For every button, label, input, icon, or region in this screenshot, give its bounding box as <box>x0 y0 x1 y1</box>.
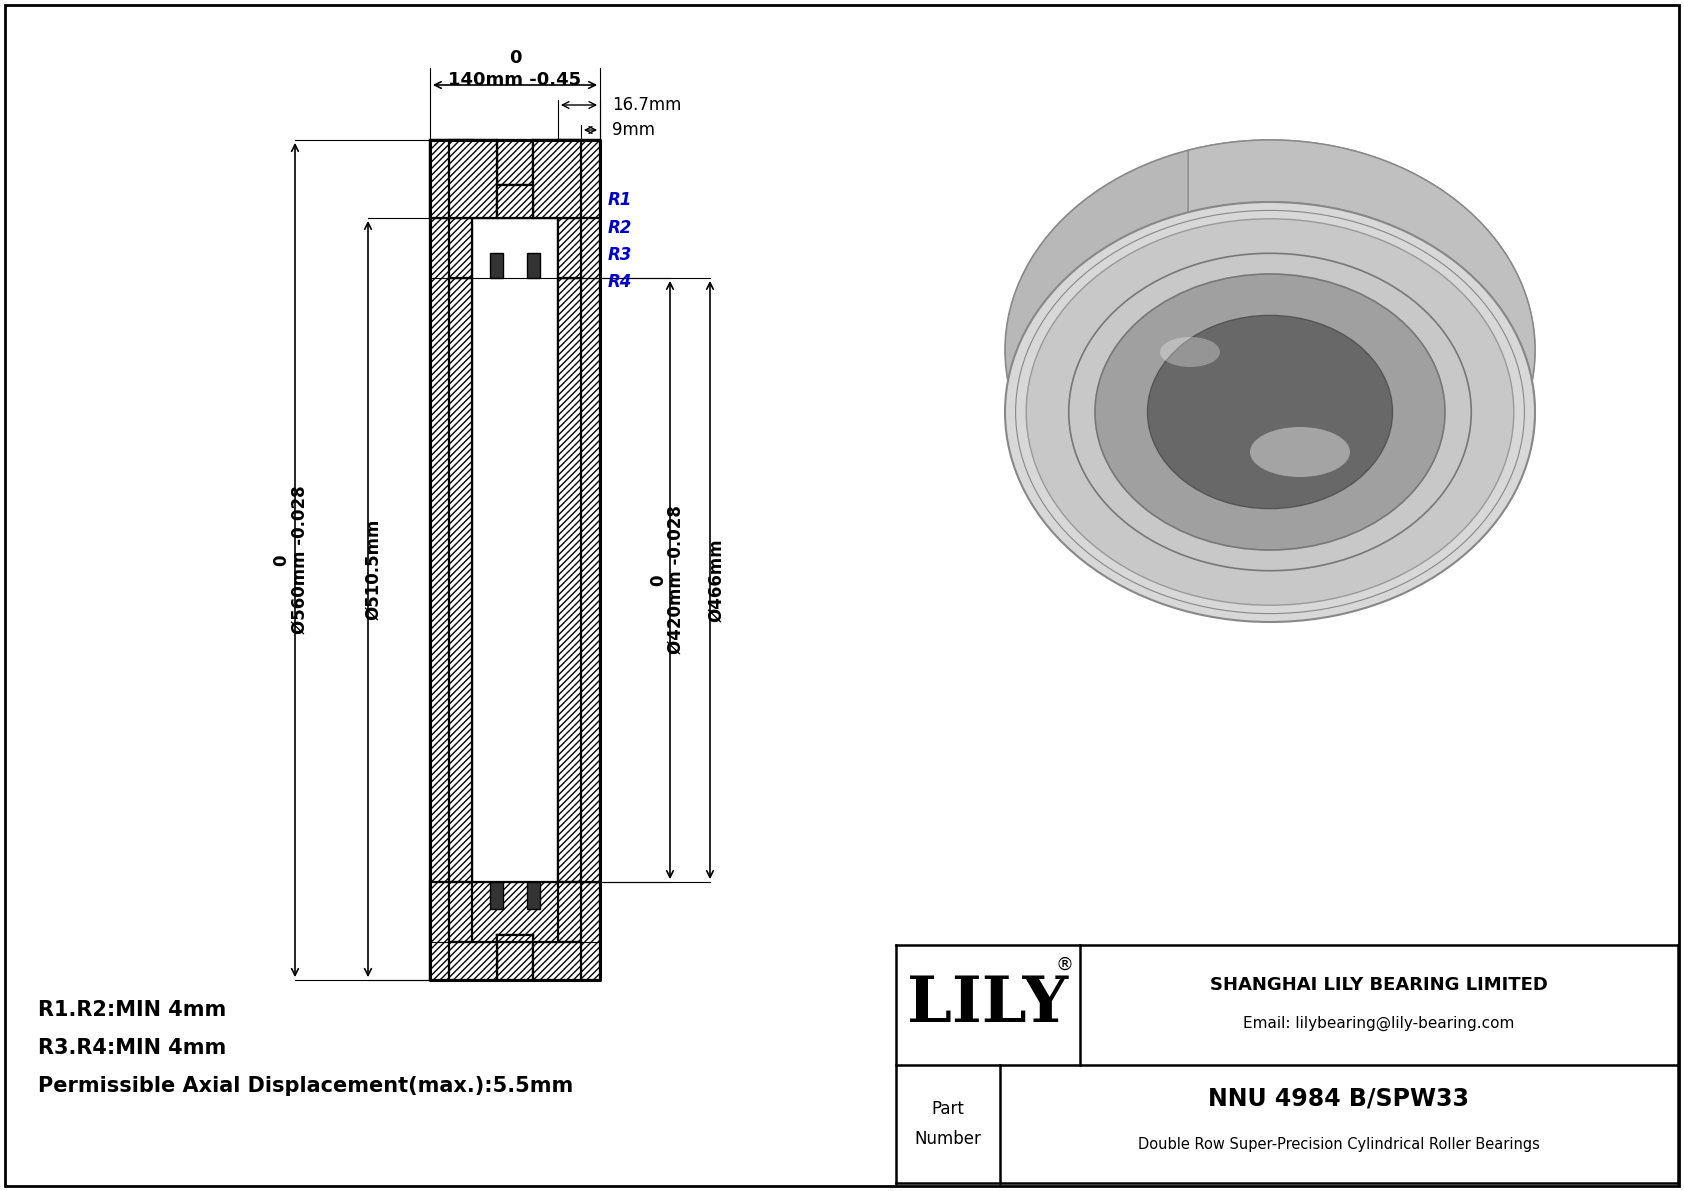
Polygon shape <box>497 185 534 218</box>
Polygon shape <box>1189 141 1536 445</box>
Text: R4: R4 <box>608 273 633 291</box>
Polygon shape <box>429 141 472 980</box>
Polygon shape <box>450 141 497 218</box>
Text: Email: lilybearing@lily-bearing.com: Email: lilybearing@lily-bearing.com <box>1243 1016 1514 1030</box>
Polygon shape <box>557 218 581 278</box>
Polygon shape <box>450 942 497 980</box>
Text: R1.R2:MIN 4mm: R1.R2:MIN 4mm <box>39 1000 226 1019</box>
Text: SHANGHAI LILY BEARING LIMITED: SHANGHAI LILY BEARING LIMITED <box>1211 975 1548 994</box>
Text: Ø466mm: Ø466mm <box>707 538 726 622</box>
Polygon shape <box>497 935 534 942</box>
Text: Double Row Super-Precision Cylindrical Roller Bearings: Double Row Super-Precision Cylindrical R… <box>1138 1136 1539 1152</box>
Text: 0: 0 <box>648 574 667 586</box>
Ellipse shape <box>1005 141 1536 560</box>
Polygon shape <box>490 252 504 278</box>
Polygon shape <box>527 883 541 909</box>
Ellipse shape <box>1147 316 1393 509</box>
Text: R1: R1 <box>608 191 633 208</box>
Ellipse shape <box>1005 202 1536 622</box>
Text: Part
Number: Part Number <box>914 1100 982 1148</box>
Polygon shape <box>450 218 472 278</box>
Ellipse shape <box>1095 212 1445 488</box>
Polygon shape <box>534 942 581 980</box>
Polygon shape <box>450 278 472 883</box>
Text: R3: R3 <box>608 247 633 264</box>
Text: R3.R4:MIN 4mm: R3.R4:MIN 4mm <box>39 1039 226 1058</box>
Polygon shape <box>527 252 541 278</box>
Polygon shape <box>1095 212 1349 412</box>
Text: NNU 4984 B/SPW33: NNU 4984 B/SPW33 <box>1209 1087 1470 1111</box>
Polygon shape <box>429 141 600 218</box>
Ellipse shape <box>1095 274 1445 550</box>
Text: Ø420mm -0.028: Ø420mm -0.028 <box>667 505 685 654</box>
Polygon shape <box>557 883 581 942</box>
Text: Ø560mm -0.028: Ø560mm -0.028 <box>291 486 308 635</box>
Text: 140mm -0.45: 140mm -0.45 <box>448 71 581 89</box>
Polygon shape <box>557 141 600 980</box>
Text: 0: 0 <box>273 554 290 566</box>
Ellipse shape <box>1026 219 1514 605</box>
Text: ®: ® <box>1054 956 1073 974</box>
Polygon shape <box>429 883 600 980</box>
Text: Permissible Axial Displacement(max.):5.5mm: Permissible Axial Displacement(max.):5.5… <box>39 1075 573 1096</box>
Polygon shape <box>557 278 581 883</box>
Ellipse shape <box>1160 337 1219 367</box>
Polygon shape <box>534 141 581 218</box>
Text: Ø510.5mm: Ø510.5mm <box>364 518 382 619</box>
Text: R2: R2 <box>608 219 633 237</box>
Polygon shape <box>490 883 504 909</box>
Text: 9mm: 9mm <box>611 121 655 139</box>
Polygon shape <box>472 218 557 883</box>
Text: 0: 0 <box>509 49 522 67</box>
Polygon shape <box>450 883 472 942</box>
Text: LILY: LILY <box>908 974 1069 1035</box>
Text: 16.7mm: 16.7mm <box>611 96 682 114</box>
Ellipse shape <box>1250 428 1351 478</box>
